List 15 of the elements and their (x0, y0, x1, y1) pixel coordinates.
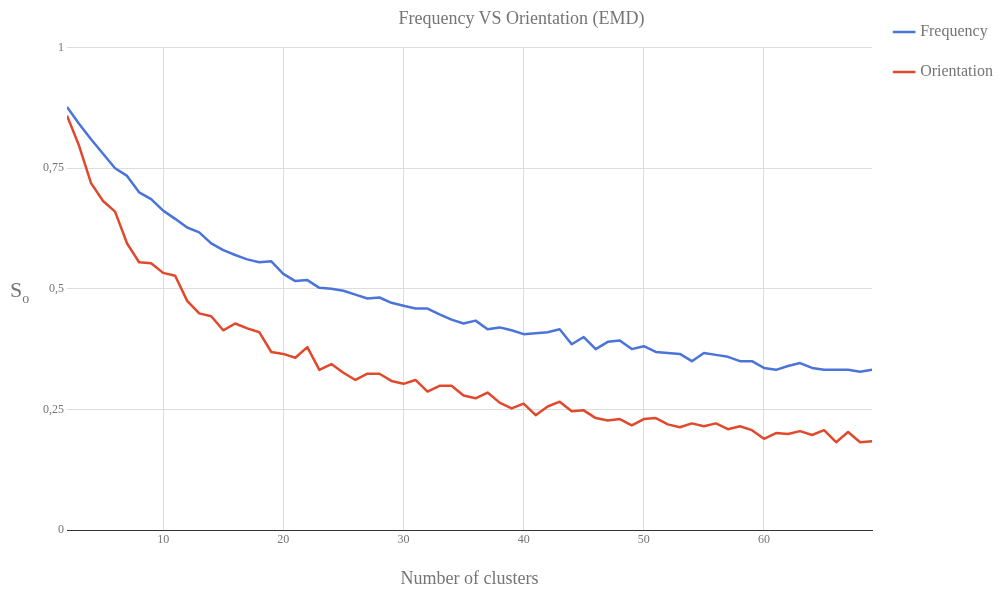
chart-title: Frequency VS Orientation (EMD) (398, 7, 645, 29)
y-tick-label: 0,75 (43, 160, 64, 175)
y-tick-label: 0,25 (43, 401, 64, 416)
y-tick-label: 0,5 (49, 280, 64, 295)
legend-label: Orientation (920, 62, 994, 80)
x-tick-label: 40 (517, 532, 530, 547)
x-tick-label: 50 (637, 532, 650, 547)
y-tick-label: 1 (58, 39, 64, 54)
x-tick-label: 20 (277, 532, 290, 547)
y-tick-label: 0 (58, 522, 64, 537)
legend-label: Frequency (920, 22, 988, 41)
x-axis-title: Number of clusters (400, 567, 539, 588)
x-tick-label: 10 (157, 532, 170, 547)
x-tick-label: 30 (397, 532, 410, 547)
x-tick-label: 60 (757, 532, 770, 547)
